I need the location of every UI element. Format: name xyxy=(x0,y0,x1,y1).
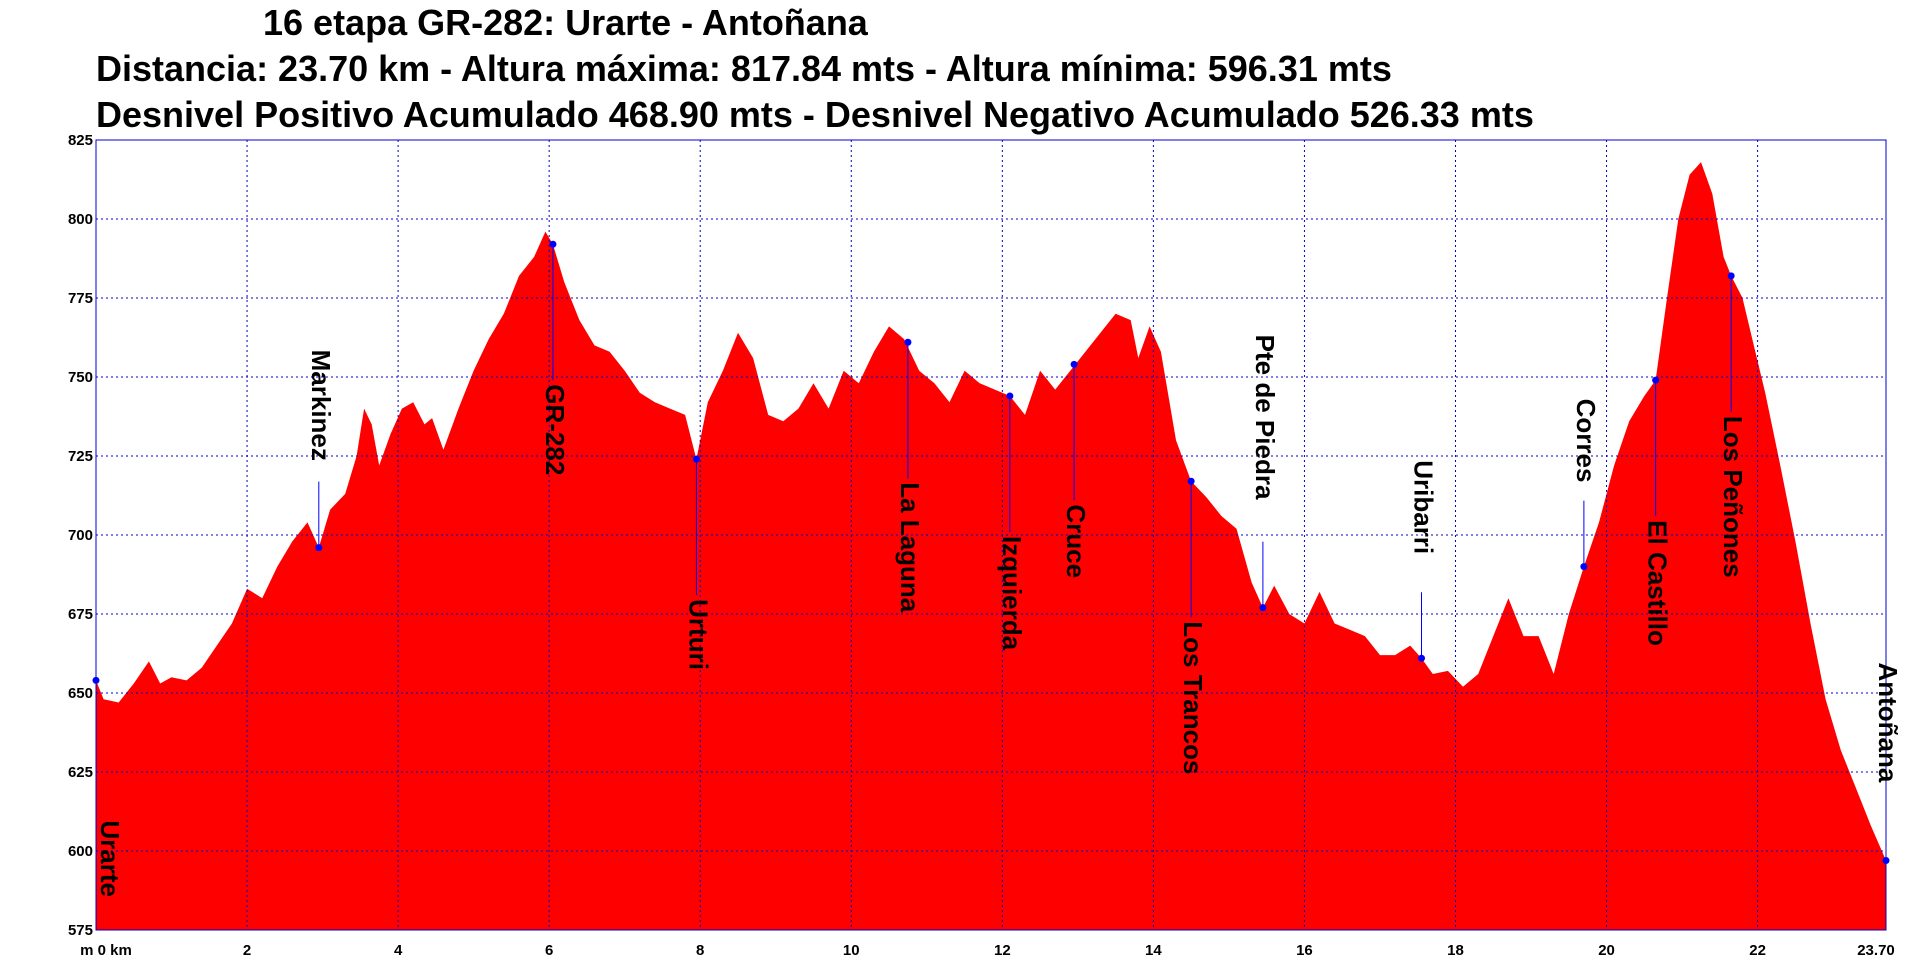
x-tick-label: 20 xyxy=(1598,942,1615,959)
x-tick-label: 6 xyxy=(545,942,553,959)
waypoint-marker xyxy=(315,544,323,552)
waypoint-marker xyxy=(1652,376,1660,384)
y-tick-label: 625 xyxy=(68,764,93,781)
waypoint-label: Corres xyxy=(1571,399,1601,483)
area-layer xyxy=(96,162,1886,931)
y-tick-label: 825 xyxy=(68,132,93,149)
waypoint-marker xyxy=(692,455,700,463)
x-tick-label: 10 xyxy=(843,942,860,959)
waypoint-marker xyxy=(1418,654,1426,662)
y-tick-label: 650 xyxy=(68,685,93,702)
y-tick-label: 700 xyxy=(68,527,93,544)
y-tick-label: 600 xyxy=(68,843,93,860)
chart-subtitle-distance: Distancia: 23.70 km - Altura máxima: 817… xyxy=(96,48,1392,89)
x-tick-label: 18 xyxy=(1447,942,1464,959)
frame-layer xyxy=(95,139,1887,931)
waypoint-label: Urturi xyxy=(683,599,713,670)
waypoint-label: Pte de Piedra xyxy=(1250,335,1280,500)
waypoint-label: Markinez xyxy=(306,350,336,461)
waypoint-label: Urarte xyxy=(95,820,125,897)
grid-layer xyxy=(96,140,1886,930)
chart-subtitle-desnivel: Desnivel Positivo Acumulado 468.90 mts -… xyxy=(96,94,1534,135)
elevation-area xyxy=(96,162,1886,931)
y-tick-label: 575 xyxy=(68,922,93,939)
waypoint-label: Cruce xyxy=(1061,504,1091,578)
plot-frame xyxy=(95,139,1887,931)
waypoint-label: Antoñana xyxy=(1873,662,1903,782)
y-tick-label: 725 xyxy=(68,448,93,465)
waypoint-marker xyxy=(1882,856,1890,864)
waypoint-label: Uribarri xyxy=(1409,460,1439,554)
y-tick-label: 750 xyxy=(68,369,93,386)
x-tick-label: 4 xyxy=(394,942,403,959)
waypoint-label: GR-282 xyxy=(540,384,570,475)
waypoint-marker xyxy=(549,240,557,248)
x-tick-label: 16 xyxy=(1296,942,1313,959)
axis-layer: 575 600 625 650 675 700 725 750 775 800 825 m 0 km 2… xyxy=(68,132,1895,959)
x-tick-label: 12 xyxy=(994,942,1011,959)
waypoint-layer: Urarte Markinez GR-282 Urturi La Laguna Izqui… xyxy=(92,240,1903,897)
y-tick-label: 675 xyxy=(68,606,93,623)
waypoint-marker xyxy=(1070,360,1078,368)
chart-title: 16 etapa GR-282: Urarte - Antoñana xyxy=(263,2,868,43)
waypoint-label: Los Trancos xyxy=(1178,621,1208,774)
waypoint-label: Los Peñones xyxy=(1718,416,1748,578)
x-tick-label: m 0 km xyxy=(80,942,132,959)
waypoint-marker xyxy=(1259,604,1267,612)
waypoint-marker xyxy=(1580,563,1588,571)
x-tick-label: 14 xyxy=(1145,942,1162,959)
waypoint-marker xyxy=(904,338,912,346)
waypoint-marker xyxy=(92,676,100,684)
y-tick-label: 800 xyxy=(68,211,93,228)
waypoint-label: Izquierda xyxy=(997,536,1027,651)
waypoint-label: El Castillo xyxy=(1643,520,1673,646)
x-tick-label: 23.70 xyxy=(1857,942,1895,959)
waypoint-marker xyxy=(1187,477,1195,485)
waypoint-marker xyxy=(1727,272,1735,280)
waypoint-marker xyxy=(1006,392,1014,400)
x-tick-label: 22 xyxy=(1749,942,1766,959)
x-tick-label: 8 xyxy=(696,942,704,959)
x-tick-label: 2 xyxy=(243,942,251,959)
waypoint-label: La Laguna xyxy=(895,482,925,613)
y-tick-label: 775 xyxy=(68,290,93,307)
